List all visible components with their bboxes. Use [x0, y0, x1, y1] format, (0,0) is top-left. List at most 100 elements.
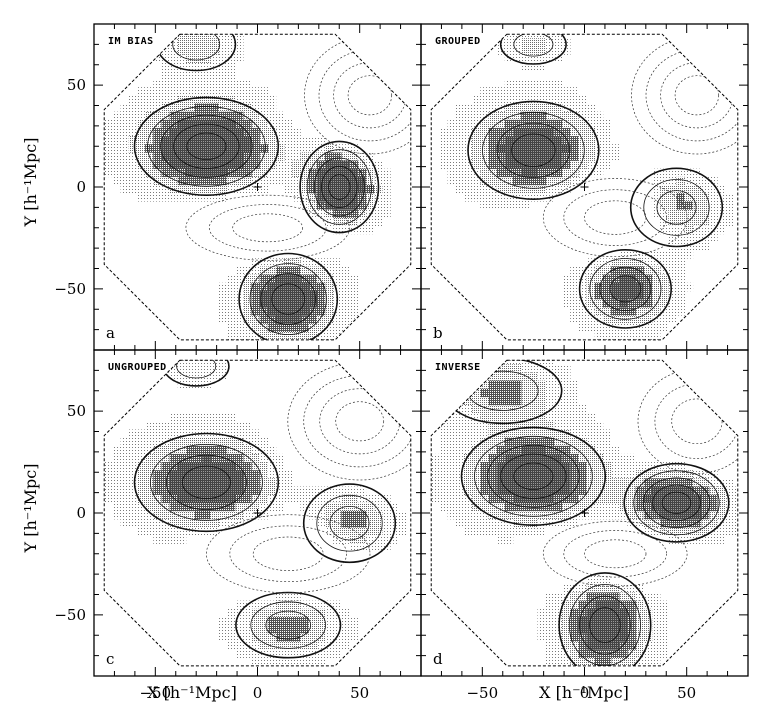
underdensity-contour	[563, 530, 667, 578]
density-cell	[235, 54, 244, 64]
density-cell	[553, 79, 563, 88]
density-cell	[218, 160, 228, 169]
density-cell	[488, 437, 497, 447]
density-cell	[177, 79, 187, 88]
density-cell	[627, 266, 636, 275]
density-cell	[324, 217, 334, 227]
density-cell	[439, 445, 448, 455]
overdensity-contour	[487, 444, 580, 508]
density-cell	[553, 405, 563, 414]
density-cell	[529, 453, 538, 463]
overdensity-contour	[313, 157, 365, 217]
density-cell	[382, 535, 391, 544]
density-cell	[333, 307, 342, 316]
density-cell	[365, 152, 375, 161]
density-cell	[177, 152, 187, 161]
density-cell	[700, 201, 710, 210]
density-cell	[733, 519, 738, 528]
density-cell	[643, 519, 653, 528]
density-cell	[259, 445, 269, 455]
density-cell	[463, 486, 473, 495]
density-cell	[357, 543, 367, 553]
density-cell	[472, 405, 481, 414]
overdensity-contour	[260, 273, 316, 325]
density-cell	[578, 616, 587, 626]
density-cell	[161, 184, 170, 194]
density-cell	[324, 486, 334, 495]
density-cell	[267, 136, 277, 145]
density-cell	[267, 494, 277, 504]
underdensity-contour	[229, 525, 347, 583]
density-cell	[463, 127, 473, 137]
density-cell	[463, 380, 473, 390]
density-cell	[243, 136, 252, 145]
density-cell	[341, 616, 350, 626]
density-cell	[357, 510, 367, 520]
density-cell	[275, 502, 285, 512]
density-cell	[504, 535, 514, 544]
density-cell	[463, 445, 473, 455]
density-cell	[259, 608, 269, 618]
density-cell	[570, 600, 579, 610]
panel-letter: c	[106, 650, 114, 668]
density-cell	[684, 201, 694, 210]
density-cell	[717, 217, 726, 227]
density-cell	[120, 494, 130, 504]
density-cell	[537, 396, 546, 406]
density-cell	[570, 649, 579, 658]
density-cell	[684, 184, 694, 194]
density-cell	[169, 535, 179, 544]
density-cell	[643, 478, 653, 487]
density-cell	[602, 592, 612, 601]
density-cell	[586, 307, 596, 316]
density-cell	[259, 168, 269, 178]
density-cell	[226, 307, 236, 316]
density-cell	[463, 168, 473, 178]
density-cell	[611, 478, 620, 487]
density-cell	[512, 144, 522, 153]
density-cell	[463, 527, 473, 536]
density-cell	[275, 299, 285, 308]
density-cell	[463, 494, 473, 504]
density-cell	[455, 119, 465, 129]
density-cell	[365, 168, 375, 178]
overdensity-contour	[642, 477, 711, 529]
density-cell	[586, 641, 596, 650]
density-cell	[169, 437, 179, 447]
density-cell	[529, 413, 538, 422]
density-cell	[169, 103, 179, 112]
density-cell	[635, 274, 645, 284]
density-cell	[480, 119, 489, 129]
density-cell	[668, 233, 677, 243]
density-cell	[202, 38, 211, 47]
density-cell	[431, 380, 440, 390]
density-cell	[455, 184, 465, 194]
density-cell	[660, 641, 669, 650]
density-cell	[161, 79, 170, 88]
density-cell	[553, 364, 563, 373]
density-cell	[316, 649, 326, 658]
density-cell	[578, 168, 587, 178]
density-cell	[512, 152, 522, 161]
density-cell	[284, 160, 293, 169]
density-cell	[651, 331, 661, 340]
density-cell	[496, 510, 506, 520]
density-cell	[259, 103, 269, 112]
density-cell	[177, 46, 187, 55]
density-cell	[455, 136, 465, 145]
density-cell	[512, 111, 522, 121]
density-cell	[341, 608, 350, 618]
density-cell	[185, 486, 195, 495]
density-cell	[267, 95, 277, 104]
density-cell	[284, 144, 293, 153]
density-cell	[316, 184, 326, 194]
density-cell	[447, 405, 457, 414]
density-cell	[684, 242, 694, 251]
density-cell	[439, 421, 448, 430]
density-cell	[480, 184, 489, 194]
density-cell	[602, 127, 612, 137]
density-cell	[562, 372, 571, 381]
density-cell	[578, 152, 587, 161]
density-cell	[128, 429, 138, 438]
